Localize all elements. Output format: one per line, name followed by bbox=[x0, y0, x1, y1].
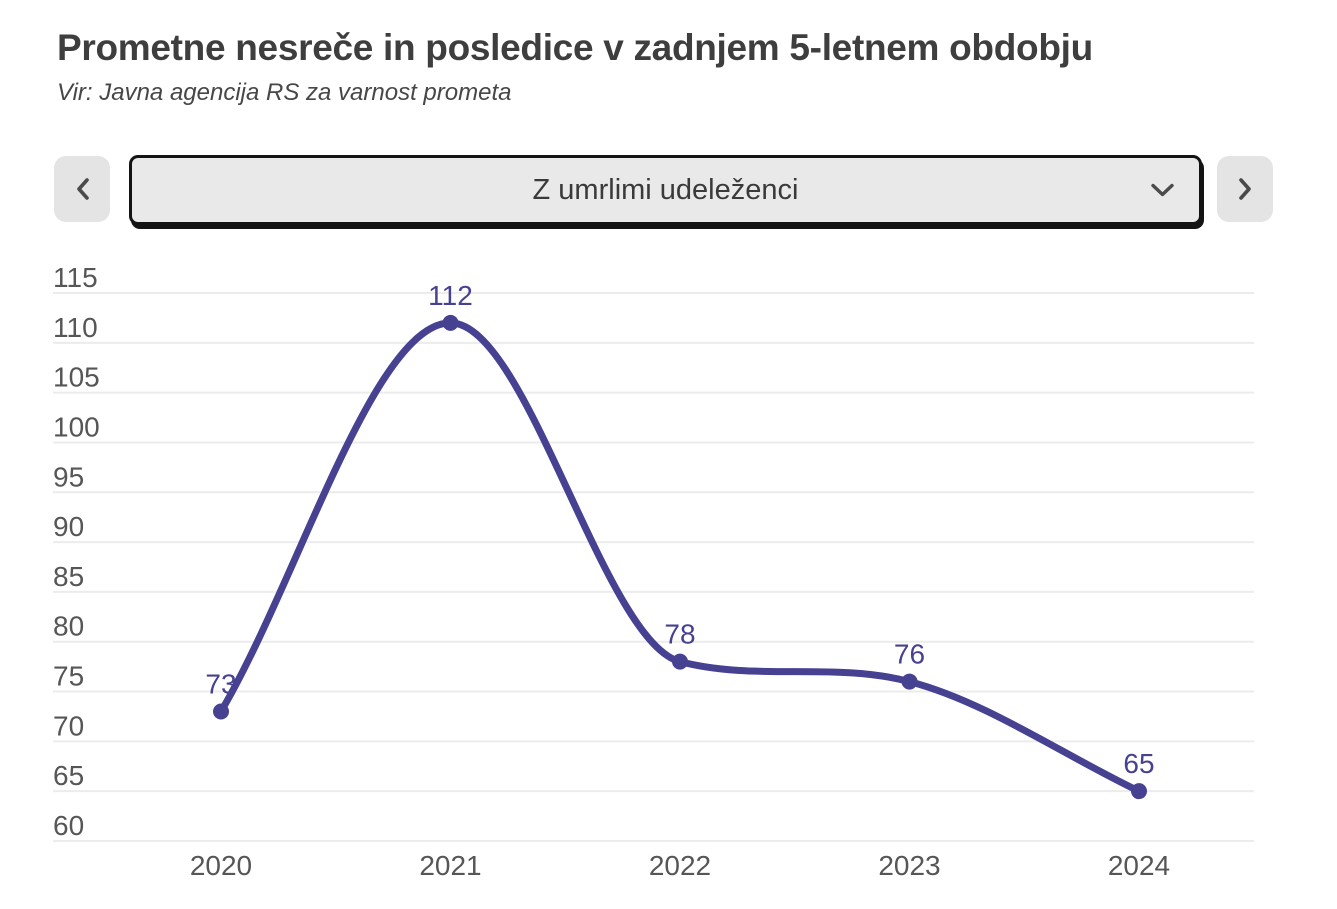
data-point-label: 65 bbox=[1123, 748, 1154, 779]
data-point[interactable] bbox=[901, 673, 918, 690]
y-axis-tick-label: 100 bbox=[53, 411, 100, 442]
chevron-down-icon bbox=[1151, 183, 1174, 197]
y-axis-tick-label: 95 bbox=[53, 461, 84, 492]
y-axis-tick-label: 65 bbox=[53, 760, 84, 791]
data-point[interactable] bbox=[672, 653, 688, 670]
x-axis-tick-label: 2024 bbox=[1108, 850, 1170, 881]
source-note: Vir: Javna agencija RS za varnost promet… bbox=[57, 79, 512, 107]
y-axis-tick-label: 80 bbox=[53, 611, 84, 642]
y-axis-tick-label: 115 bbox=[53, 262, 98, 293]
chevron-right-icon bbox=[1238, 178, 1251, 200]
page-title: Prometne nesreče in posledice v zadnjem … bbox=[57, 27, 1093, 68]
data-point[interactable] bbox=[1131, 783, 1147, 800]
data-point[interactable] bbox=[442, 314, 459, 331]
x-axis-tick-label: 2022 bbox=[649, 850, 711, 881]
data-point-label: 78 bbox=[664, 619, 695, 650]
data-point[interactable] bbox=[213, 703, 229, 720]
y-axis-tick-label: 90 bbox=[53, 511, 84, 542]
chevron-left-icon bbox=[76, 178, 89, 200]
metric-select[interactable]: Z umrlimi udeleženci bbox=[129, 155, 1202, 225]
data-line bbox=[217, 319, 1143, 795]
data-point-label: 112 bbox=[428, 280, 473, 311]
x-axis-tick-label: 2023 bbox=[878, 850, 940, 881]
x-axis-tick-label: 2020 bbox=[190, 850, 252, 881]
y-axis-tick-label: 70 bbox=[53, 710, 84, 741]
metric-select-value: Z umrlimi udeleženci bbox=[532, 173, 799, 206]
x-axis-tick-label: 2021 bbox=[419, 850, 481, 881]
y-axis-tick-label: 105 bbox=[53, 362, 100, 393]
data-point-label: 76 bbox=[894, 639, 925, 670]
previous-metric-button[interactable] bbox=[54, 156, 110, 222]
y-axis-tick-label: 75 bbox=[53, 661, 84, 692]
y-axis-tick-label: 110 bbox=[53, 312, 98, 343]
y-axis-tick-label: 60 bbox=[53, 810, 84, 841]
next-metric-button[interactable] bbox=[1217, 156, 1273, 222]
chart-header: Prometne nesreče in posledice v zadnjem … bbox=[57, 26, 1093, 107]
y-axis-tick-label: 85 bbox=[53, 561, 84, 592]
